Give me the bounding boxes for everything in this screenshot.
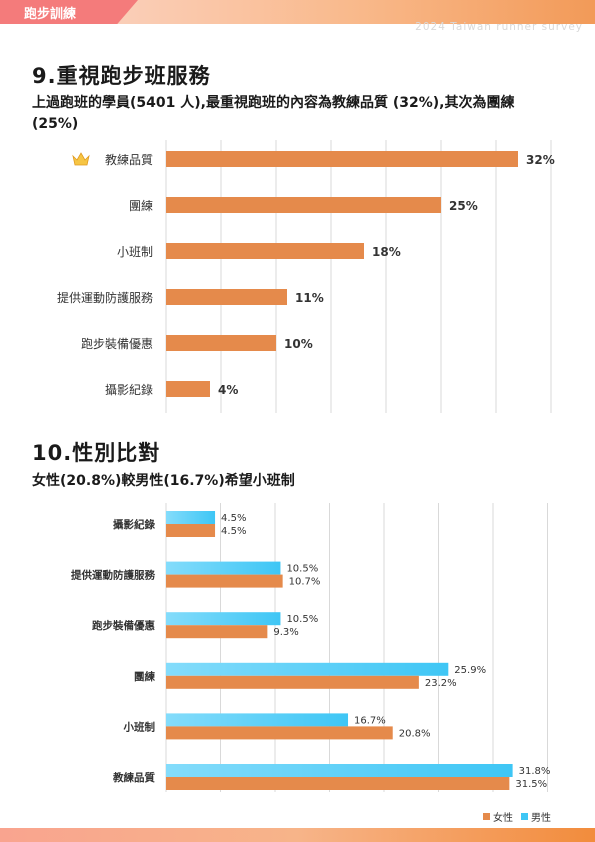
legend-female-label: 女性 <box>493 813 513 824</box>
bar-male <box>166 764 513 777</box>
category-label: 提供運動防護服務 <box>71 569 155 582</box>
value-label: 25% <box>449 199 478 213</box>
category-label: 團練 <box>129 199 153 213</box>
chart-gender: 攝影紀錄 4.5% 4.5% 提供運動防護服務 10.5% 10.7% 跑步裝備優惠 10.5… <box>71 503 551 792</box>
value-label-male: 25.9% <box>454 665 486 676</box>
value-label: 11% <box>295 291 324 305</box>
value-label-female: 4.5% <box>221 526 246 537</box>
bar <box>166 289 287 305</box>
category-label: 教練品質 <box>105 152 153 167</box>
value-label-female: 9.3% <box>273 627 298 638</box>
value-label-male: 16.7% <box>354 715 386 726</box>
chart-legend: 女性 男性 <box>483 809 551 824</box>
bar <box>166 335 276 351</box>
bar-male <box>166 662 449 676</box>
bar <box>166 197 441 213</box>
bar-female <box>166 675 419 689</box>
value-label-female: 10.7% <box>289 577 321 588</box>
category-label: 小班制 <box>123 720 156 733</box>
category-label: 小班制 <box>117 245 153 259</box>
value-label-male: 31.8% <box>519 766 551 777</box>
value-label: 4% <box>218 383 238 397</box>
bar-female <box>166 524 216 537</box>
value-label-female: 20.8% <box>399 728 431 739</box>
value-label: 32% <box>526 153 555 167</box>
value-label-male: 10.5% <box>286 614 318 625</box>
legend-male-label: 男性 <box>531 813 551 824</box>
category-label: 提供運動防護服務 <box>57 290 153 305</box>
bar-male <box>166 612 281 626</box>
section2-title: 10.性別比對 <box>32 441 161 465</box>
bar <box>166 151 518 167</box>
legend-female-swatch <box>483 813 490 820</box>
value-label: 18% <box>372 245 401 259</box>
header-tab <box>0 0 138 24</box>
legend-male-swatch <box>521 813 528 820</box>
section1-subtitle: 上過跑班的學員(5401 人),最重視跑班的內容為教練品質 (32%),其次為團… <box>32 95 515 132</box>
bar-female <box>166 625 268 639</box>
bar-male <box>166 511 216 524</box>
section1-title: 9.重視跑步班服務 <box>32 64 211 88</box>
category-label: 教練品質 <box>112 771 155 784</box>
bar <box>166 243 364 259</box>
bar-male <box>166 561 281 575</box>
value-label-male: 10.5% <box>286 564 318 575</box>
category-label: 跑步裝備優惠 <box>92 619 155 632</box>
bar-male <box>166 713 349 727</box>
category-label: 跑步裝備優惠 <box>81 336 153 351</box>
crown-icon <box>72 152 90 166</box>
bar-female <box>166 777 510 790</box>
value-label: 10% <box>284 337 313 351</box>
category-label: 攝影紀錄 <box>113 518 155 531</box>
value-label-male: 4.5% <box>221 513 246 524</box>
legend-female: 女性 <box>483 809 513 824</box>
bar-female <box>166 726 393 740</box>
value-label-female: 31.5% <box>515 779 547 790</box>
category-label: 攝影紀錄 <box>105 382 153 397</box>
value-label-female: 23.2% <box>425 678 457 689</box>
category-label: 團練 <box>134 670 155 683</box>
legend-male: 男性 <box>521 809 551 824</box>
bar-female <box>166 574 283 588</box>
crown-shape <box>72 152 90 166</box>
section2-subtitle: 女性(20.8%)較男性(16.7%)希望小班制 <box>32 473 295 489</box>
bar <box>166 381 210 397</box>
footer-strip <box>0 828 595 842</box>
survey-tag: 2024 Taiwan runner survey <box>415 21 583 33</box>
chart-services: 教練品質 32% 團練 25% 小班制 18% 提供運動防護服務 11% 跑步裝備優惠 10% 攝影… <box>57 140 555 413</box>
header-tab-label: 跑步訓練 <box>24 7 77 22</box>
